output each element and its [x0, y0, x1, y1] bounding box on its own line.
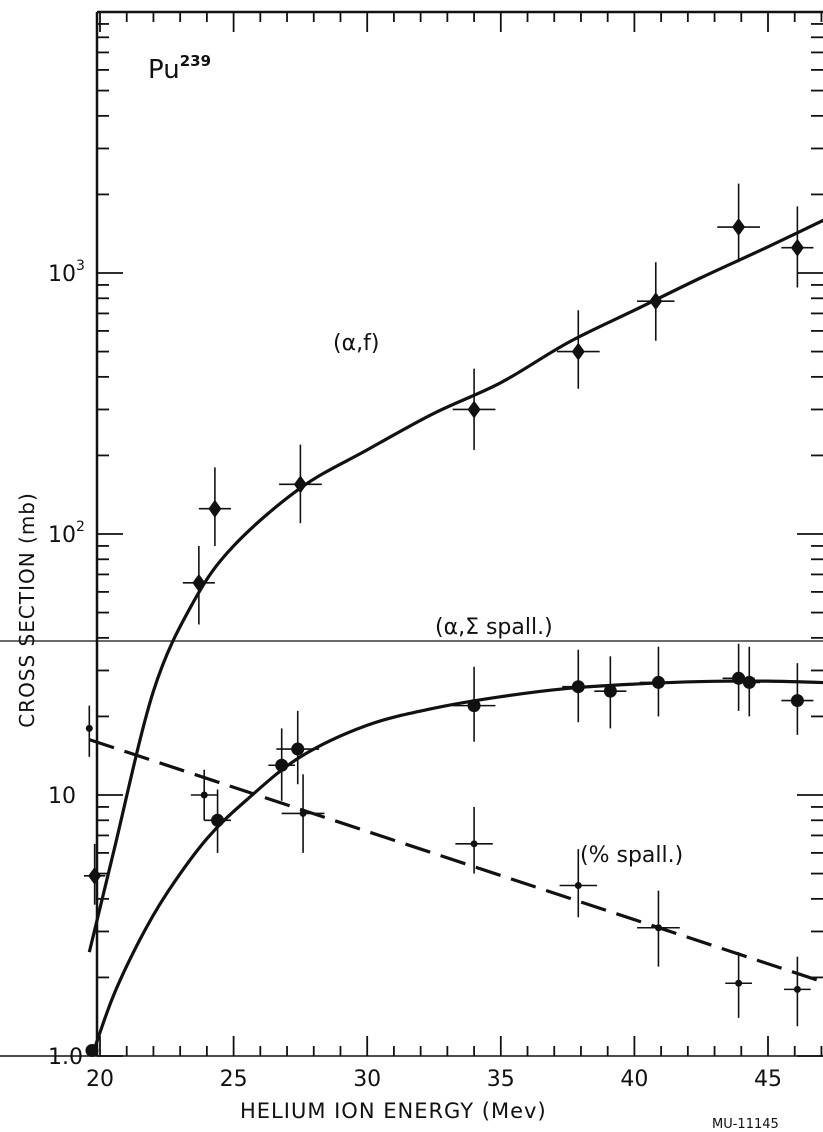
axis-ticks: 20 25 30 35 40 45 1.0 10 102 103	[48, 12, 823, 1092]
circle-marker	[651, 675, 665, 689]
chart-title: Pu239	[148, 52, 211, 85]
data-point-spall	[268, 728, 296, 801]
x-tick-label: 40	[620, 1067, 648, 1092]
diamond-marker	[571, 342, 585, 361]
data-point-spall	[562, 649, 595, 723]
data-point-percent-spall	[85, 705, 93, 757]
circle-marker	[790, 694, 804, 708]
x-tick-label: 25	[220, 1067, 248, 1092]
dot-marker	[574, 882, 582, 890]
x-axis-label: HELIUM ION ENERGY (Mev)	[240, 1099, 547, 1123]
data-point-f	[717, 183, 760, 263]
data-point-percent-spall	[190, 769, 218, 821]
x-tick-label: 20	[86, 1067, 114, 1092]
diamond-marker	[88, 866, 102, 885]
circle-marker	[603, 684, 617, 698]
dot-marker	[735, 979, 743, 987]
series-label-percent-spall: (% spall.)	[580, 843, 683, 868]
circle-marker	[85, 1043, 99, 1057]
y-tick-label: 1.0	[48, 1045, 83, 1070]
dot-marker	[85, 724, 93, 732]
y-tick-label: 103	[48, 258, 85, 287]
diamond-marker	[790, 238, 804, 257]
diamond-marker	[467, 400, 481, 419]
data-point-f	[198, 467, 231, 546]
circle-marker	[291, 742, 305, 756]
data-point-spall	[781, 663, 814, 735]
fit-curve-spall	[90, 679, 823, 1057]
data-point-percent-spall	[455, 806, 493, 874]
series-label-af: (α,f)	[333, 331, 379, 356]
data-point-spall	[594, 656, 627, 729]
data-point-f	[182, 545, 215, 625]
diamond-marker	[649, 292, 663, 311]
data-point-percent-spall	[281, 774, 325, 853]
data-points	[83, 183, 814, 1057]
y-tick-label: 10	[48, 784, 76, 809]
data-point-f	[279, 444, 322, 524]
fit-curve-percent-spall	[88, 738, 823, 984]
x-tick-label: 35	[487, 1067, 515, 1092]
data-point-spall	[738, 646, 760, 717]
data-point-spall	[276, 710, 320, 785]
data-point-f	[781, 206, 814, 288]
series-label-spall: (α,Σ spall.)	[435, 615, 553, 640]
data-point-spall	[85, 1043, 99, 1057]
dot-marker	[299, 809, 307, 817]
circle-marker	[742, 675, 756, 689]
circle-marker	[275, 758, 289, 772]
labels: Pu239 (α,f) (α,Σ spall.) (% spall.) HELI…	[15, 52, 779, 1132]
figure-code: MU-11145	[712, 1117, 779, 1132]
dot-marker	[200, 791, 208, 799]
x-tick-label: 45	[754, 1067, 782, 1092]
y-axis-label: CROSS SECTION (mb)	[15, 492, 39, 728]
dot-marker	[654, 924, 662, 932]
data-point-f	[556, 310, 600, 389]
diamond-marker	[293, 475, 307, 494]
dot-marker	[470, 840, 478, 848]
data-point-spall	[204, 789, 231, 853]
x-tick-label: 30	[353, 1067, 381, 1092]
data-point-percent-spall	[637, 890, 680, 967]
circle-marker	[211, 813, 225, 827]
diamond-marker	[732, 218, 746, 237]
data-point-f	[452, 368, 496, 450]
data-point-percent-spall	[784, 956, 811, 1027]
dot-marker	[793, 985, 801, 993]
fit-curves	[87, 218, 823, 1057]
diamond-marker	[208, 499, 222, 518]
data-point-f	[83, 843, 106, 905]
diamond-marker	[192, 573, 206, 592]
axes	[0, 10, 823, 1057]
y-tick-label: 102	[48, 519, 85, 548]
data-point-spall	[452, 666, 496, 742]
data-point-percent-spall	[559, 849, 597, 918]
circle-marker	[467, 699, 481, 713]
circle-marker	[571, 680, 585, 694]
data-point-spall	[639, 646, 678, 717]
circle-marker	[732, 671, 746, 685]
fit-curve-f	[87, 218, 823, 953]
data-point-f	[637, 262, 675, 341]
data-point-percent-spall	[725, 952, 752, 1018]
